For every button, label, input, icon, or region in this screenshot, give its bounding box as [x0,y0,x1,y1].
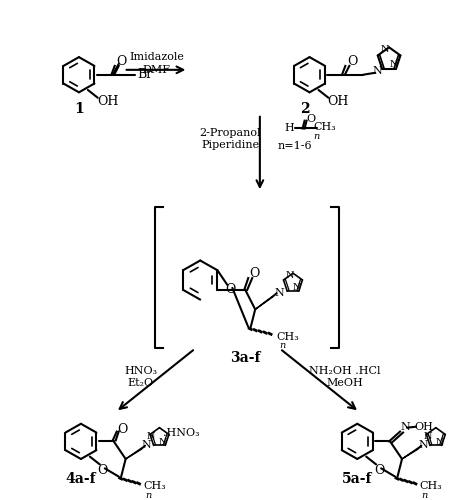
Text: N: N [381,45,390,54]
Text: CH₃: CH₃ [276,332,300,342]
Text: N: N [147,432,155,441]
Text: n: n [422,490,428,500]
Text: 1: 1 [74,102,84,116]
Text: N: N [423,432,431,441]
Text: n: n [146,490,152,500]
Text: N: N [274,288,284,298]
Text: DMF: DMF [142,65,171,75]
Text: 4a-f: 4a-f [65,472,96,486]
Text: 2: 2 [300,102,309,116]
Polygon shape [255,293,277,310]
Text: N: N [159,438,168,447]
Text: Piperidine: Piperidine [201,140,259,150]
Text: OH: OH [97,95,118,108]
Text: O: O [306,114,315,124]
Text: n=1-6: n=1-6 [277,141,312,151]
Text: CH₃: CH₃ [143,482,166,492]
Text: O: O [374,464,384,477]
Text: N: N [372,66,382,76]
Text: 3a-f: 3a-f [230,352,260,366]
Text: OH: OH [328,95,349,108]
Text: O: O [116,54,127,68]
Text: N: N [292,284,301,292]
Polygon shape [402,446,422,459]
Text: n: n [279,341,285,350]
Text: .HNO₃: .HNO₃ [163,428,200,438]
Text: O: O [249,266,260,280]
Text: MeOH: MeOH [326,378,363,388]
Text: OH: OH [414,422,433,432]
Text: O: O [97,464,108,477]
Text: 2-Propanol: 2-Propanol [199,128,261,138]
Text: N: N [418,440,428,450]
Text: H: H [285,124,295,134]
Text: CH₃: CH₃ [313,122,336,132]
Text: Br: Br [138,68,153,81]
Text: N: N [286,270,294,280]
Text: O: O [347,54,357,68]
Text: 5a-f: 5a-f [342,472,373,486]
Text: N: N [390,60,398,69]
Text: NH₂OH .HCl: NH₂OH .HCl [309,366,380,376]
Text: O: O [225,284,236,296]
Text: N: N [400,422,410,432]
Text: Et₂O: Et₂O [128,378,154,388]
Text: N: N [435,438,444,447]
Text: Imidazole: Imidazole [129,52,184,62]
Text: HNO₃: HNO₃ [124,366,157,376]
Text: N: N [142,440,151,450]
Text: O: O [117,423,128,436]
Text: CH₃: CH₃ [420,482,442,492]
Text: n: n [313,132,320,141]
Polygon shape [126,446,146,459]
